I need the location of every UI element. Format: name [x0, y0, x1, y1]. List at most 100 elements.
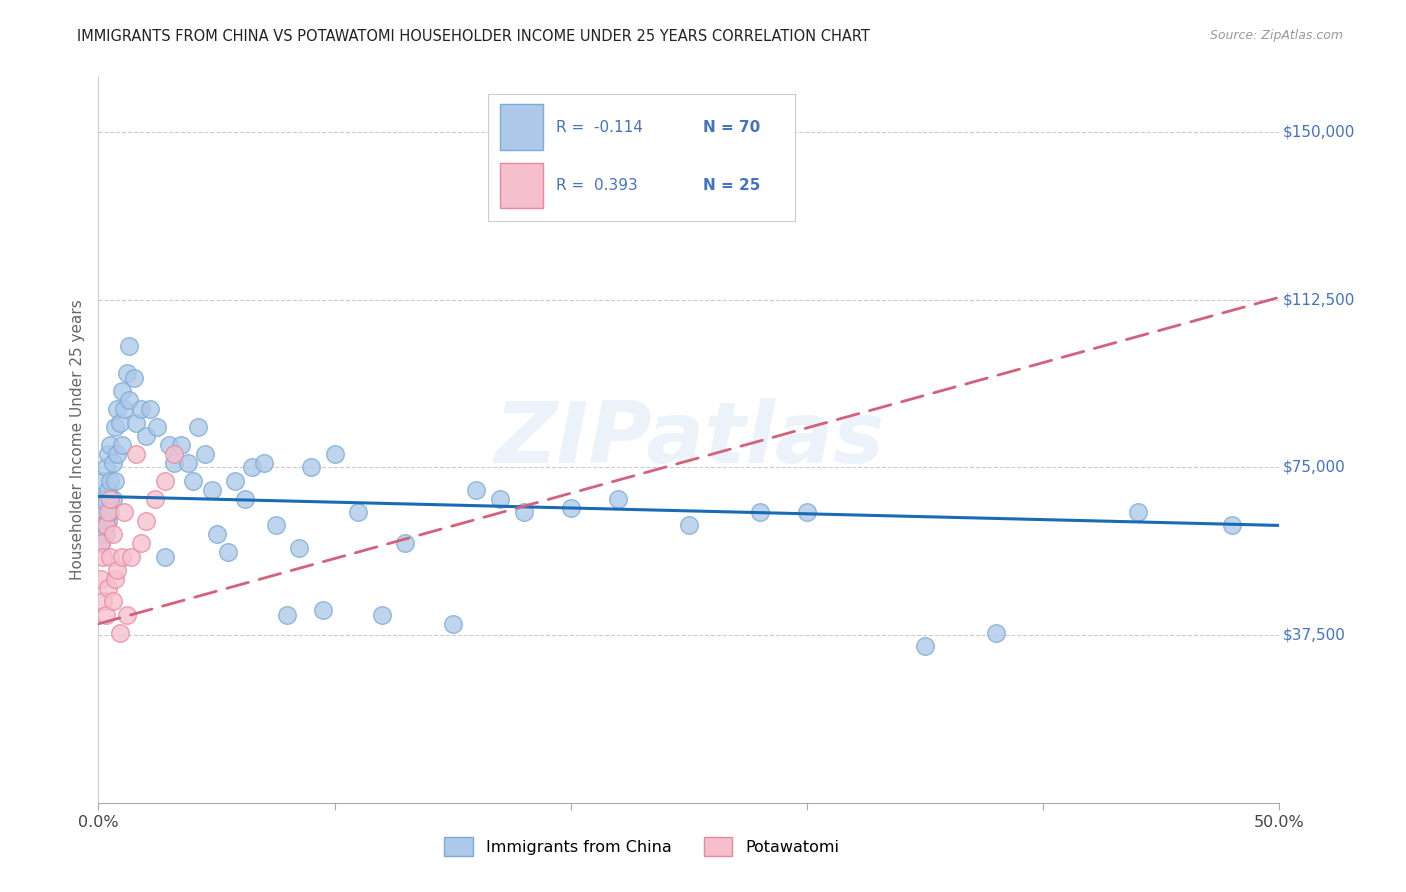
Point [94, 518, 117, 533]
Point [98, 438, 121, 452]
Point [441, 616, 464, 631]
Point [98, 505, 121, 519]
Point [288, 541, 311, 555]
Legend: Immigrants from China, Potawatomi: Immigrants from China, Potawatomi [436, 830, 846, 863]
Point [678, 518, 700, 533]
Point [153, 549, 176, 564]
Text: IMMIGRANTS FROM CHINA VS POTAWATOMI HOUSEHOLDER INCOME UNDER 25 YEARS CORRELATIO: IMMIGRANTS FROM CHINA VS POTAWATOMI HOUS… [77, 29, 870, 45]
Point [1220, 518, 1243, 533]
Point [233, 491, 256, 506]
Point [323, 447, 346, 461]
Point [240, 460, 263, 475]
Point [187, 420, 209, 434]
Point [135, 514, 157, 528]
Point [108, 416, 131, 430]
Point [371, 607, 394, 622]
Point [607, 491, 630, 506]
Point [118, 339, 141, 353]
Point [101, 594, 124, 608]
Point [112, 505, 135, 519]
Point [163, 456, 186, 470]
Point [560, 500, 582, 515]
Point [465, 483, 488, 497]
Text: $150,000: $150,000 [1284, 124, 1355, 139]
Point [97, 505, 120, 519]
Text: $75,000: $75,000 [1284, 459, 1346, 475]
Point [205, 527, 228, 541]
Point [97, 514, 120, 528]
Point [796, 505, 818, 519]
Point [264, 518, 287, 533]
Point [91, 549, 114, 564]
Point [90, 536, 112, 550]
Point [224, 474, 246, 488]
Text: $37,500: $37,500 [1284, 628, 1346, 642]
Point [177, 456, 200, 470]
Point [181, 474, 204, 488]
Point [512, 505, 534, 519]
Point [108, 625, 131, 640]
Point [94, 527, 117, 541]
Point [489, 491, 512, 506]
Point [157, 438, 180, 452]
Point [91, 491, 114, 506]
Point [748, 505, 770, 519]
Text: Source: ZipAtlas.com: Source: ZipAtlas.com [1209, 29, 1343, 43]
Point [104, 572, 127, 586]
Point [94, 607, 117, 622]
Point [125, 447, 148, 461]
Point [91, 474, 114, 488]
Point [101, 527, 124, 541]
Point [101, 456, 124, 470]
Point [94, 460, 117, 475]
Point [97, 581, 120, 595]
Point [97, 483, 120, 497]
Point [104, 420, 127, 434]
Point [105, 402, 128, 417]
Point [122, 371, 145, 385]
Point [111, 438, 134, 452]
Point [111, 384, 134, 399]
Point [90, 505, 112, 519]
Point [347, 505, 370, 519]
Point [98, 549, 121, 564]
Point [135, 429, 157, 443]
Point [201, 483, 224, 497]
Point [129, 402, 152, 417]
Point [112, 402, 135, 417]
Point [146, 420, 169, 434]
Point [98, 474, 121, 488]
Point [90, 572, 112, 586]
Point [98, 491, 121, 506]
Point [91, 518, 114, 533]
Point [217, 545, 239, 559]
Point [104, 474, 127, 488]
Point [299, 460, 322, 475]
Point [101, 491, 124, 506]
Point [394, 536, 416, 550]
Point [984, 625, 1007, 640]
Point [90, 536, 112, 550]
Point [312, 603, 335, 617]
Point [914, 639, 936, 653]
Point [111, 549, 134, 564]
Point [115, 367, 138, 381]
Text: $112,500: $112,500 [1284, 292, 1355, 307]
Point [139, 402, 162, 417]
Point [129, 536, 152, 550]
Point [118, 393, 141, 408]
Point [276, 607, 298, 622]
Point [163, 447, 186, 461]
Y-axis label: Householder Income Under 25 years: Householder Income Under 25 years [69, 299, 84, 580]
Point [121, 549, 143, 564]
Point [115, 607, 138, 622]
Point [253, 456, 276, 470]
Point [105, 563, 128, 577]
Point [143, 491, 166, 506]
Point [91, 594, 114, 608]
Point [153, 474, 176, 488]
Point [170, 438, 193, 452]
Point [125, 416, 148, 430]
Text: ZIPatlas: ZIPatlas [494, 398, 884, 481]
Point [1126, 505, 1149, 519]
